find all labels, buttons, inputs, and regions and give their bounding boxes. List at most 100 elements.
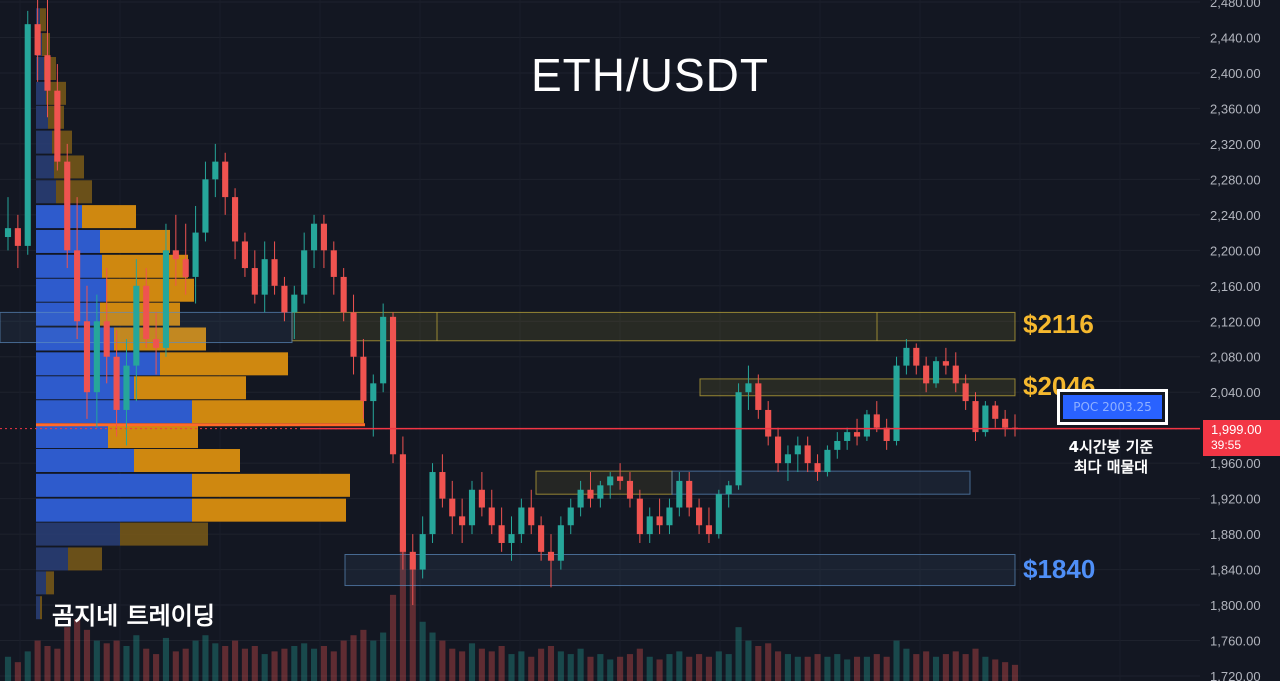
volume-bar	[261, 654, 268, 681]
volume-bar	[488, 651, 495, 681]
candle-body	[271, 259, 278, 286]
volume-bar	[962, 654, 969, 681]
profile-bar-sell	[192, 473, 350, 497]
candle-body	[784, 454, 791, 464]
profile-bar-sell	[46, 571, 54, 595]
candle-body	[528, 507, 535, 526]
volume-bars	[4, 532, 1019, 681]
profile-bar-sell	[100, 229, 170, 253]
volume-bar	[74, 619, 81, 681]
volume-bar	[113, 640, 120, 681]
volume-bar	[399, 532, 406, 681]
candle-body	[301, 250, 308, 295]
candle-body	[488, 507, 495, 526]
candle-body	[370, 383, 377, 402]
candle-body	[547, 551, 555, 561]
candle-body	[281, 285, 288, 313]
candle-body	[853, 432, 861, 437]
volume-bar	[54, 648, 61, 681]
candle-body	[419, 534, 426, 570]
candle-body	[162, 250, 170, 348]
profile-bar-sell	[56, 180, 92, 204]
volume-bar	[577, 648, 584, 681]
volume-bar	[942, 654, 949, 681]
candle-body	[824, 449, 831, 473]
candle-body	[893, 365, 900, 441]
candle-body	[626, 480, 634, 499]
chart-title: ETH/USDT	[531, 49, 769, 101]
profile-bar-buy	[36, 473, 192, 497]
candle-body	[952, 365, 959, 384]
zone-label-2116: $2116	[1023, 308, 1094, 339]
candle-body	[932, 361, 940, 384]
volume-bar	[429, 632, 436, 681]
volume-bar	[310, 648, 318, 681]
candle-body	[774, 436, 782, 464]
volume-bar	[380, 632, 387, 681]
volume-bar	[498, 646, 505, 681]
volume-bar	[24, 651, 31, 681]
candle-body	[468, 489, 476, 526]
candle-body	[143, 285, 150, 339]
volume-bar	[389, 594, 397, 681]
candle-body	[656, 516, 663, 526]
profile-bar-sell	[106, 278, 194, 302]
volume-bar	[617, 656, 624, 681]
volume-bar	[449, 648, 456, 681]
candle-body	[636, 498, 643, 535]
candle-body	[64, 161, 71, 251]
candle-body	[696, 507, 703, 526]
volume-bar	[330, 651, 337, 681]
candle-body	[863, 414, 870, 437]
candle-body	[409, 551, 416, 570]
volume-bar	[676, 651, 683, 681]
candle-body	[577, 489, 584, 508]
candle-body	[74, 250, 81, 322]
volume-bar	[794, 656, 801, 681]
volume-bar	[232, 640, 239, 681]
profile-bar-buy	[36, 205, 82, 229]
price-tick-label: 1,960.00	[1210, 456, 1261, 471]
volume-bar	[419, 621, 426, 681]
candle-body	[617, 476, 624, 481]
candle-body	[261, 259, 268, 295]
candle-body	[251, 268, 258, 295]
volume-bar	[844, 659, 851, 681]
volume-bar	[735, 627, 742, 681]
price-tick-label: 2,400.00	[1210, 66, 1261, 81]
candle-body	[745, 383, 752, 393]
volume-bar	[774, 651, 782, 681]
candle-body	[320, 223, 327, 251]
candle-body	[360, 356, 367, 402]
candle-body	[923, 365, 930, 384]
profile-bar-buy	[36, 57, 44, 81]
volume-bar	[834, 654, 841, 681]
candle-body	[172, 250, 179, 260]
price-axis[interactable]: 2,480.00 2,440.00 2,400.00 2,360.00 2,320.00…	[1200, 0, 1280, 681]
candle-body	[705, 525, 713, 535]
candle-body	[113, 356, 120, 410]
candle-body	[508, 534, 515, 543]
volume-bar	[863, 656, 870, 681]
candle-body	[597, 485, 604, 499]
zone-support	[344, 554, 1016, 587]
profile-bar-buy	[36, 81, 46, 105]
candle-body	[567, 507, 574, 526]
profile-bar-buy	[36, 596, 40, 620]
candle-body	[380, 316, 387, 384]
volume-bar	[824, 656, 831, 681]
candle-body	[350, 312, 357, 357]
volume-bar	[14, 662, 21, 681]
volume-bar	[952, 651, 959, 681]
profile-bar-buy	[36, 155, 54, 179]
zone-support	[671, 470, 971, 495]
candle-body	[389, 316, 397, 455]
volume-bar	[192, 640, 199, 681]
profile-bar-sell	[40, 8, 46, 32]
poc-note-line1: 4시간봉 기준	[1068, 438, 1154, 456]
volume-bar	[646, 656, 653, 681]
zone-resistance	[291, 311, 1016, 342]
volume-bar	[972, 648, 979, 681]
volume-bar	[83, 629, 91, 681]
